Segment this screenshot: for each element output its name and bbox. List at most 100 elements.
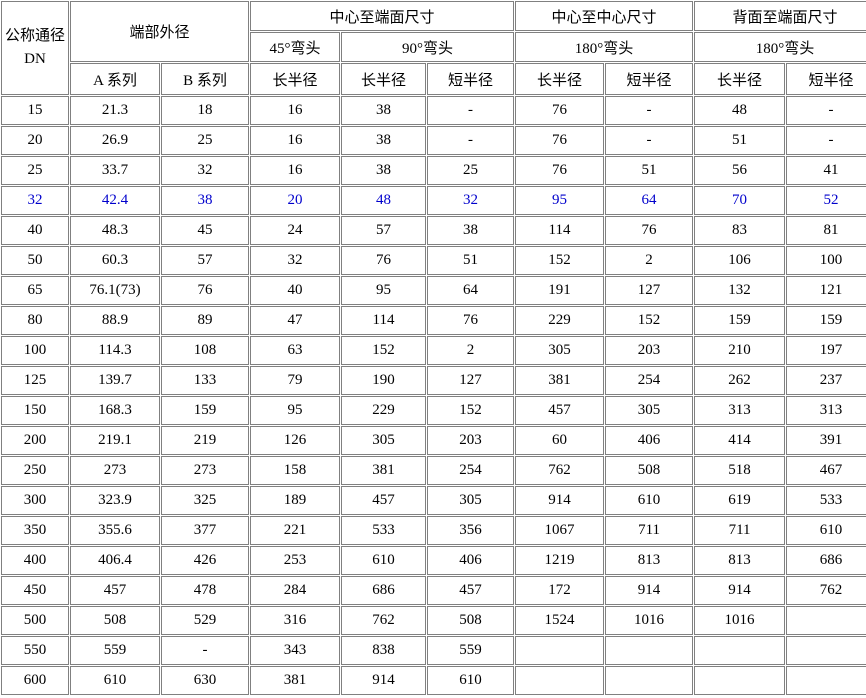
cell-cc180-long: 381 xyxy=(515,366,605,395)
cell-c45-long: 343 xyxy=(250,636,341,665)
cell-dn: 25 xyxy=(1,156,69,185)
cell-series-a: 26.9 xyxy=(70,126,160,155)
cell-c90-long: 95 xyxy=(341,276,427,305)
cell-c90-long: 686 xyxy=(341,576,427,605)
cell-c90-short: 610 xyxy=(427,666,515,695)
cell-dn: 400 xyxy=(1,546,69,575)
cell-cc180-long: 1524 xyxy=(515,606,605,635)
cell-dn: 350 xyxy=(1,516,69,545)
cell-c90-long: 762 xyxy=(341,606,427,635)
cell-series-b: 377 xyxy=(161,516,250,545)
cell-dn: 450 xyxy=(1,576,69,605)
cell-dn: 150 xyxy=(1,396,69,425)
cell-cc180-long: 95 xyxy=(515,186,605,215)
cell-cc180-short xyxy=(605,636,694,665)
cell-be180-short: 159 xyxy=(786,306,866,335)
table-row: 400 406.4 426 253 610 406 1219 813 813 686 xyxy=(1,546,866,575)
cell-be180-long: 518 xyxy=(694,456,786,485)
cell-c45-long: 40 xyxy=(250,276,341,305)
cell-be180-long: 210 xyxy=(694,336,786,365)
table-row: 65 76.1(73) 76 40 95 64 191 127 132 121 xyxy=(1,276,866,305)
cell-c45-long: 79 xyxy=(250,366,341,395)
cell-c90-long: 838 xyxy=(341,636,427,665)
cell-c45-long: 47 xyxy=(250,306,341,335)
cell-series-a: 21.3 xyxy=(70,96,160,125)
table-row: 300 323.9 325 189 457 305 914 610 619 533 xyxy=(1,486,866,515)
cell-be180-long xyxy=(694,666,786,695)
header-nominal-diameter-label: 公称通径 xyxy=(4,27,65,44)
cell-c90-long: 76 xyxy=(341,246,427,275)
cell-be180-long: 56 xyxy=(694,156,786,185)
table-row: 550 559-343 838 559 xyxy=(1,636,866,665)
table-row: 125 139.7 133 79 190 127 381 254 262 237 xyxy=(1,366,866,395)
cell-series-a: 60.3 xyxy=(70,246,160,275)
cell-series-a: 168.3 xyxy=(70,396,160,425)
header-90-long-radius: 长半径 xyxy=(341,63,427,95)
cell-cc180-long: 191 xyxy=(515,276,605,305)
header-series-b: B 系列 xyxy=(161,63,250,95)
cell-cc180-long: 305 xyxy=(515,336,605,365)
cell-series-a: 219.1 xyxy=(70,426,160,455)
cell-series-b: 273 xyxy=(161,456,250,485)
table-row: 350 355.6 377 221 533 356 1067 711 711 610 xyxy=(1,516,866,545)
cell-dn: 15 xyxy=(1,96,69,125)
header-180be-short-radius: 短半径 xyxy=(786,63,866,95)
cell-c90-long: 152 xyxy=(341,336,427,365)
cell-c45-long: 253 xyxy=(250,546,341,575)
cell-series-b: 478 xyxy=(161,576,250,605)
cell-series-a: 457 xyxy=(70,576,160,605)
cell-c90-long: 305 xyxy=(341,426,427,455)
cell-c90-short: 25 xyxy=(427,156,515,185)
cell-be180-long: 414 xyxy=(694,426,786,455)
cell-series-b: 159 xyxy=(161,396,250,425)
header-90-short-radius: 短半径 xyxy=(427,63,515,95)
cell-c90-short: 508 xyxy=(427,606,515,635)
cell-series-b: 108 xyxy=(161,336,250,365)
header-center-to-end: 中心至端面尺寸 xyxy=(250,1,515,31)
cell-series-b: 529 xyxy=(161,606,250,635)
cell-cc180-long: 914 xyxy=(515,486,605,515)
cell-c90-short: 406 xyxy=(427,546,515,575)
cell-series-a: 114.3 xyxy=(70,336,160,365)
cell-cc180-long: 114 xyxy=(515,216,605,245)
cell-c90-long: 57 xyxy=(341,216,427,245)
cell-cc180-short: 203 xyxy=(605,336,694,365)
cell-c90-long: 457 xyxy=(341,486,427,515)
cell-c45-long: 16 xyxy=(250,156,341,185)
cell-be180-short: 81 xyxy=(786,216,866,245)
cell-dn: 550 xyxy=(1,636,69,665)
cell-cc180-short: 64 xyxy=(605,186,694,215)
table-row: 50 60.3 57 32 76 51 152 2 106 100 xyxy=(1,246,866,275)
cell-cc180-long xyxy=(515,636,605,665)
cell-c45-long: 284 xyxy=(250,576,341,605)
cell-c45-long: 221 xyxy=(250,516,341,545)
cell-be180-long: 711 xyxy=(694,516,786,545)
header-elbow-90: 90°弯头 xyxy=(341,32,515,62)
cell-c45-long: 381 xyxy=(250,666,341,695)
cell-c45-long: 63 xyxy=(250,336,341,365)
cell-dn: 300 xyxy=(1,486,69,515)
cell-dn: 32 xyxy=(1,186,69,215)
cell-c45-long: 189 xyxy=(250,486,341,515)
cell-dn: 100 xyxy=(1,336,69,365)
table-body: 15 21.3 18 16 38-76-48-20 26.9 25 16 38-76-51-25… xyxy=(1,96,866,695)
cell-cc180-long xyxy=(515,666,605,695)
cell-series-a: 48.3 xyxy=(70,216,160,245)
table-row: 500 508 529 316 762 508 1524 1016 1016 xyxy=(1,606,866,635)
cell-c45-long: 16 xyxy=(250,126,341,155)
cell-c90-short: 64 xyxy=(427,276,515,305)
cell-be180-long: 48 xyxy=(694,96,786,125)
cell-c90-short: 2 xyxy=(427,336,515,365)
table-row: 25 33.7 32 16 38 25 76 51 56 41 xyxy=(1,156,866,185)
cell-dn: 20 xyxy=(1,126,69,155)
cell-c45-long: 32 xyxy=(250,246,341,275)
cell-dn: 500 xyxy=(1,606,69,635)
cell-cc180-short: 127 xyxy=(605,276,694,305)
cell-cc180-short xyxy=(605,666,694,695)
cell-be180-short: 100 xyxy=(786,246,866,275)
header-center-to-center: 中心至中心尺寸 xyxy=(515,1,694,31)
cell-be180-long: 619 xyxy=(694,486,786,515)
cell-be180-long: 914 xyxy=(694,576,786,605)
table-row: 40 48.3 45 24 57 38 114 76 83 81 xyxy=(1,216,866,245)
header-180cc-long-radius: 长半径 xyxy=(515,63,605,95)
